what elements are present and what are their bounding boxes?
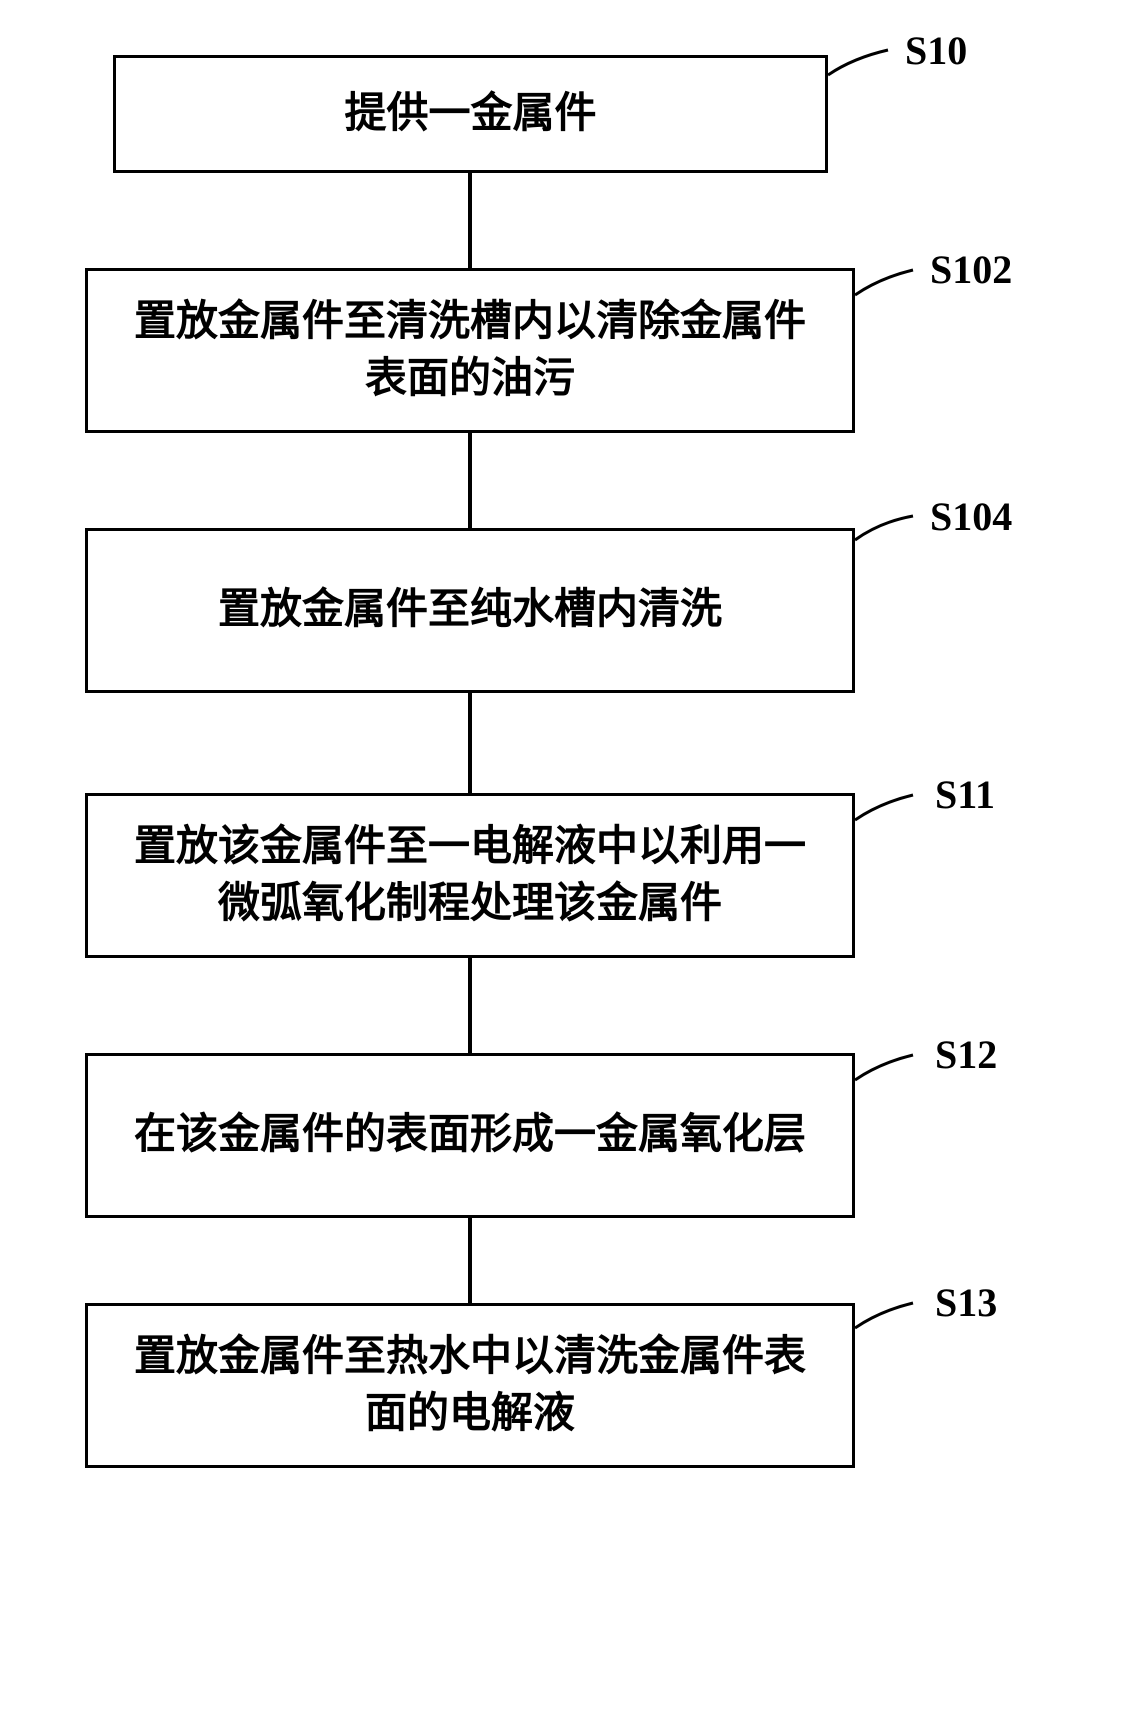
- step-s12-label: S12: [935, 1031, 997, 1078]
- step-s12-text: 在该金属件的表面形成一金属氧化层: [134, 1107, 806, 1164]
- step-s10-container: 提供一金属件 S10: [85, 55, 1065, 173]
- flowchart-container: 提供一金属件 S10 置放金属件至清洗槽内以清除金属件表面的油污 S102 置放…: [85, 55, 1065, 1468]
- step-s11-text: 置放该金属件至一电解液中以利用一微弧氧化制程处理该金属件: [118, 819, 822, 932]
- connector-2: [468, 433, 472, 528]
- step-s102-text: 置放金属件至清洗槽内以清除金属件表面的油污: [118, 294, 822, 407]
- step-s12-container: 在该金属件的表面形成一金属氧化层 S12: [85, 1053, 1065, 1218]
- connector-4: [468, 958, 472, 1053]
- step-s10-label: S10: [905, 27, 967, 74]
- callout-s13: [855, 1293, 945, 1353]
- step-s104-text: 置放金属件至纯水槽内清洗: [218, 582, 722, 639]
- step-s13-box: 置放金属件至热水中以清洗金属件表面的电解液: [85, 1303, 855, 1468]
- step-s13-container: 置放金属件至热水中以清洗金属件表面的电解液 S13: [85, 1303, 1065, 1468]
- connector-1: [468, 173, 472, 268]
- step-s12-box: 在该金属件的表面形成一金属氧化层: [85, 1053, 855, 1218]
- step-s102-container: 置放金属件至清洗槽内以清除金属件表面的油污 S102: [85, 268, 1065, 433]
- step-s102-box: 置放金属件至清洗槽内以清除金属件表面的油污: [85, 268, 855, 433]
- connector-5: [468, 1218, 472, 1303]
- step-s11-label: S11: [935, 771, 995, 818]
- step-s104-label: S104: [930, 493, 1012, 540]
- step-s10-text: 提供一金属件: [344, 86, 596, 143]
- step-s13-text: 置放金属件至热水中以清洗金属件表面的电解液: [118, 1329, 822, 1442]
- step-s10-box: 提供一金属件: [113, 55, 828, 173]
- step-s11-box: 置放该金属件至一电解液中以利用一微弧氧化制程处理该金属件: [85, 793, 855, 958]
- step-s13-label: S13: [935, 1279, 997, 1326]
- step-s104-container: 置放金属件至纯水槽内清洗 S104: [85, 528, 1065, 693]
- step-s102-label: S102: [930, 246, 1012, 293]
- connector-3: [468, 693, 472, 793]
- step-s104-box: 置放金属件至纯水槽内清洗: [85, 528, 855, 693]
- step-s11-container: 置放该金属件至一电解液中以利用一微弧氧化制程处理该金属件 S11: [85, 793, 1065, 958]
- callout-s11: [855, 785, 945, 845]
- callout-s12: [855, 1045, 945, 1105]
